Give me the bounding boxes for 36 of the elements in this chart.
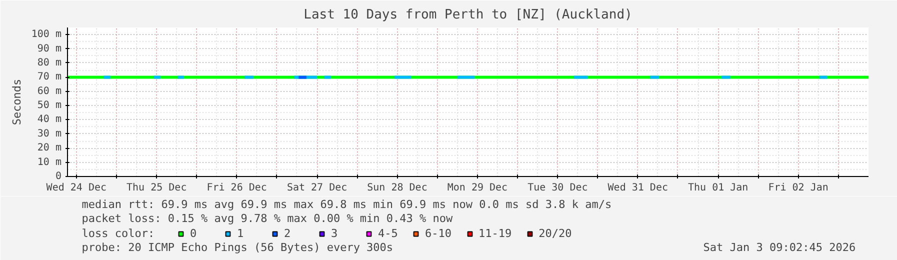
x-tick-label: Wed 24 Dec [46, 182, 107, 194]
legend-label: 11-19 [478, 227, 512, 240]
y-tick-label: 70 m [37, 72, 62, 83]
legend-title: loss color: [82, 227, 155, 240]
y-tick-label: 50 m [37, 100, 62, 112]
x-tick-label: Sun 28 Dec [367, 182, 428, 194]
text: probe: 20 ICMP Echo Pings (56 Bytes) every 300s [82, 241, 394, 254]
y-tick-label: 30 m [37, 128, 62, 140]
x-tick-label: Fri 02 Jan [768, 182, 828, 194]
y-tick-label: 40 m [37, 114, 62, 126]
legend-label: 20/20 [538, 227, 572, 240]
y-tick-label: 0 [55, 171, 62, 182]
y-tick-label: 90 m [37, 43, 62, 54]
x-tick-label: Mon 29 Dec [447, 182, 508, 194]
x-tick-label: Sat 27 Dec [286, 182, 348, 194]
y-tick-label: 20 m [37, 142, 62, 154]
legend-label: 0 [190, 227, 198, 240]
legend-label: 2 [284, 227, 292, 240]
legend-label: 1 [237, 227, 245, 240]
text: Sat Jan 3 09:02:45 2026 [703, 241, 856, 254]
x-tick-label: Fri 26 Dec [206, 182, 267, 194]
x-tick-label: Thu 25 Dec [126, 182, 187, 194]
x-tick-label: Wed 31 Dec [608, 182, 668, 194]
x-tick-label: Tue 30 Dec [528, 182, 588, 194]
y-axis-title: Seconds [10, 78, 24, 126]
y-tick-label: 10 m [37, 156, 62, 168]
text: median rtt: 69.9 ms avg 69.9 ms max 69.8 ms min 69.9 ms now 0.0 ms sd 3.8 k am/s [82, 198, 612, 211]
legend-label: 3 [331, 227, 339, 240]
y-tick-label: 80 m [37, 57, 62, 68]
y-tick-label: 60 m [37, 86, 62, 97]
x-tick-label: Thu 01 Jan [688, 182, 748, 194]
legend-label: 6-10 [425, 227, 452, 240]
chart-title: Last 10 Days from Perth to [NZ] (Auckland) [304, 8, 632, 22]
legend-label: 4-5 [378, 227, 398, 240]
text: packet loss: 0.15 % avg 9.78 % max 0.00 % min 0.43 % now [82, 212, 454, 225]
y-tick-label: 100 m [31, 29, 62, 40]
